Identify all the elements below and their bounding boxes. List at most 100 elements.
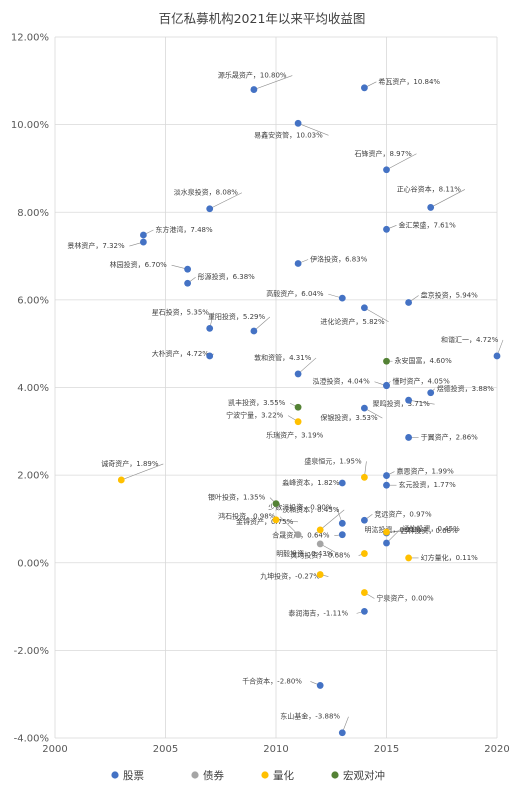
point-label: 凯丰投资，3.55% [228, 398, 286, 407]
point-label: 通怡投资，0.45% [403, 524, 461, 533]
scatter-point [405, 299, 412, 306]
point-label: 泓澄投资，4.04% [313, 377, 371, 386]
scatter-point [338, 531, 346, 539]
x-tick-label: 2000 [42, 744, 67, 755]
point-label: 鸿石投资，0.98% [218, 512, 276, 521]
label-leader-line [408, 399, 435, 405]
point-label: 竞远资产，0.97% [374, 509, 432, 518]
label-leader-line [209, 192, 243, 210]
label-leader-line [121, 463, 164, 481]
legend-marker [331, 771, 339, 779]
scatter-point [294, 531, 302, 539]
legend-label: 股票 [123, 770, 144, 782]
point-label: 于翼资产，2.86% [421, 432, 479, 441]
point-label: 宁波宁量，3.22% [226, 411, 284, 420]
point-label: 东山基金，-3.88% [280, 712, 340, 721]
scatter-point [206, 324, 214, 332]
point-label: 易鑫安资管，10.03% [254, 130, 323, 139]
point-label: 淼峰资本，1.82% [282, 478, 340, 487]
label-leader-line [297, 357, 317, 375]
point-label: 银叶投资，1.35% [208, 493, 266, 502]
point-label: 乐瑞资产，3.19% [266, 431, 324, 440]
scatter-point [338, 519, 346, 527]
scatter-point [361, 607, 368, 615]
scatter-point [272, 500, 280, 508]
scatter-point [361, 84, 368, 92]
scatter-point [361, 516, 368, 524]
scatter-point [140, 231, 147, 239]
legend-label: 量化 [273, 769, 294, 782]
label-leader-line [279, 516, 299, 535]
label-leader-line [386, 153, 417, 171]
scatter-point [272, 516, 280, 524]
scatter-point [427, 204, 435, 211]
point-label: 希瓦资产，10.84% [378, 77, 440, 86]
scatter-point [294, 119, 302, 127]
scatter-point [405, 554, 412, 562]
y-tick-label: 8.00% [17, 208, 49, 219]
scatter-point [338, 294, 346, 302]
scatter-point [338, 479, 346, 487]
point-label: 诚奇资产，1.89% [101, 459, 159, 468]
x-tick-label: 2005 [153, 744, 178, 755]
legend-label: 债券 [203, 769, 224, 782]
scatter-point [383, 481, 390, 489]
y-tick-label: 0.00% [17, 558, 49, 569]
point-label: 彤源投资，6.38% [198, 272, 256, 281]
point-label: 明毅投资，0.43% [276, 549, 334, 558]
point-label: 明汯投资，0.21% [365, 525, 423, 534]
point-label: 九坤投资，-0.27% [260, 572, 320, 581]
point-label: 煜德投资，3.88% [437, 384, 495, 393]
y-tick-label: -2.00% [14, 646, 49, 657]
point-label: 启林投资，0.68% [401, 526, 459, 535]
point-label: 宁泉资产，0.00% [376, 594, 434, 603]
label-leader-line [430, 189, 466, 208]
point-label: 景林资产，7.32% [67, 241, 125, 250]
legend-marker [111, 771, 119, 779]
scatter-point [361, 304, 368, 312]
point-label: 灵均投资，-0.68% [290, 551, 350, 560]
point-label: 千合资本，-2.80% [242, 676, 302, 685]
point-label: 东方港湾，7.48% [155, 225, 213, 234]
scatter-point [294, 260, 302, 267]
scatter-point [383, 381, 390, 389]
y-tick-label: -4.00% [14, 734, 49, 745]
point-label: 伊洛投资，6.83% [310, 255, 368, 264]
y-tick-label: 4.00% [17, 383, 49, 394]
label-leader-line [364, 407, 383, 419]
y-tick-label: 2.00% [17, 471, 49, 482]
scatter-point [316, 526, 324, 534]
point-label: 保银投资，3.53% [320, 413, 378, 422]
y-tick-label: 6.00% [17, 295, 49, 306]
scatter-point [405, 396, 412, 404]
x-tick-label: 2020 [484, 744, 509, 755]
point-label: 淡水泉投资，8.08% [174, 188, 239, 197]
scatter-point [361, 589, 368, 596]
point-label: 林园投资，6.70% [110, 260, 168, 269]
label-leader-line [275, 519, 299, 523]
x-tick-label: 2015 [374, 744, 399, 755]
point-label: 幻方量化，0.11% [421, 553, 479, 562]
point-label: 嘉恩资产，1.99% [397, 467, 455, 476]
point-label: 星石投资，5.35% [152, 307, 210, 316]
point-label: 永安国富，4.60% [395, 356, 453, 365]
scatter-point [184, 279, 192, 287]
point-label: 金汇荣盛，7.61% [399, 220, 457, 229]
label-leader-line [386, 529, 427, 533]
scatter-point [206, 205, 214, 213]
scatter-point [383, 528, 390, 536]
label-leader-line [253, 316, 271, 332]
point-label: 少数派投资，0.90% [268, 502, 333, 511]
scatter-point [383, 225, 390, 233]
scatter-point [427, 389, 435, 397]
point-label: 盛泉恒元，1.95% [304, 456, 362, 465]
scatter-point [294, 403, 302, 411]
point-label: 泰润海吉，-1.11% [288, 608, 348, 617]
label-leader-line [320, 543, 339, 555]
scatter-point [383, 472, 390, 479]
point-label: 正心谷资本，8.11% [397, 184, 462, 193]
point-label: 敦和资管，4.31% [254, 353, 312, 362]
scatter-point [250, 86, 258, 93]
scatter-point [383, 539, 390, 547]
scatter-point [405, 434, 412, 441]
